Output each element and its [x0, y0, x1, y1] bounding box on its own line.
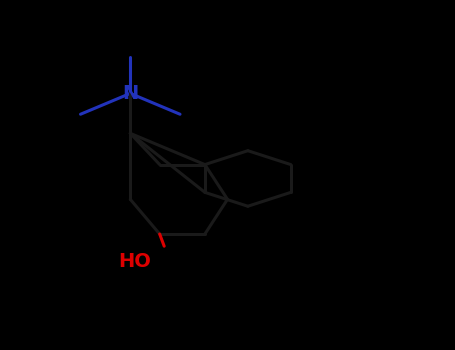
Text: HO: HO [118, 252, 151, 271]
Text: N: N [122, 84, 138, 103]
